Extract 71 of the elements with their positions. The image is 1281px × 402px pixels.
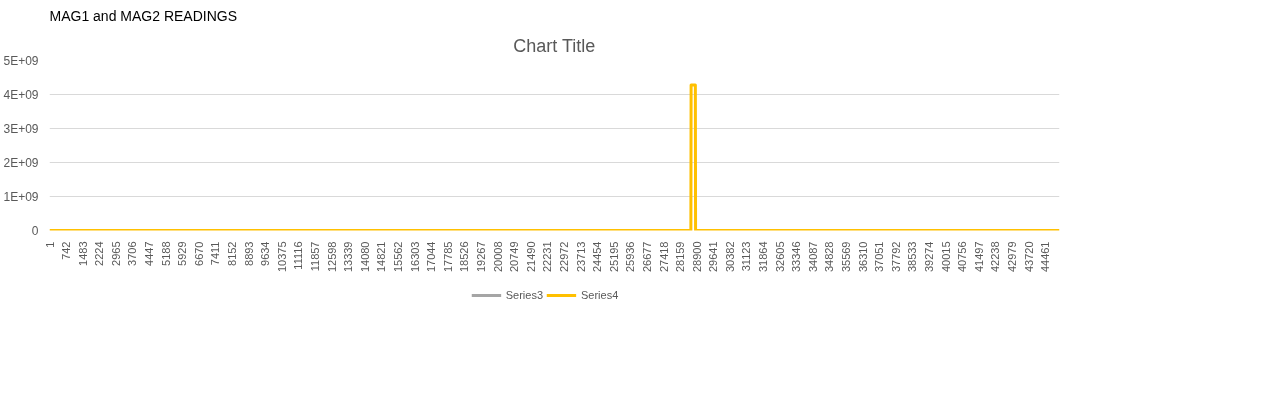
x-tick-label: 25936 [624,241,637,273]
x-tick-label: 6670 [192,241,205,266]
legend-label: Series4 [581,289,619,301]
x-tick-label: 34828 [823,241,836,273]
x-tick-label: 42979 [1006,241,1018,273]
x-tick-label: 28900 [690,241,703,273]
x-tick-label: 37051 [873,241,886,273]
legend-label: Series3 [505,289,543,301]
x-tick-label: 35569 [840,241,853,273]
x-tick-label: 44461 [1039,241,1052,273]
x-tick-label: 15562 [391,241,404,273]
x-tick-label: 34087 [806,241,819,273]
x-tick-label: 22972 [557,241,570,273]
x-tick-label: 22231 [541,241,554,273]
x-tick-label: 43720 [1022,241,1035,273]
y-tick-label: 4E+09 [3,87,39,102]
x-tick-label: 36310 [856,241,869,273]
x-tick-label: 40756 [956,241,969,273]
x-tick-label: 30382 [723,241,736,273]
x-tick-label: 26677 [640,241,653,273]
x-tick-label: 20008 [491,241,504,273]
x-tick-label: 8152 [226,241,239,266]
x-tick-label: 31864 [757,241,770,273]
x-tick-label: 21490 [524,241,537,273]
x-tick-label: 11116 [292,241,305,270]
x-tick-label: 3706 [126,241,139,266]
y-tick-label: 2E+09 [3,155,39,170]
x-tick-label: 16303 [408,241,421,273]
x-tick-label: 13339 [342,241,355,273]
x-tick-label: 17785 [441,241,454,273]
y-tick-label: 1E+09 [3,189,39,204]
x-tick-label: 2224 [93,241,106,266]
x-tick-label: 25195 [607,241,620,273]
chart-subtitle: Chart Title [513,35,596,56]
x-tick-label: 32605 [773,241,786,273]
x-tick-label: 38533 [906,241,919,273]
x-tick-label: 39274 [923,241,936,273]
x-tick-label: 18526 [458,241,471,273]
x-tick-label: 7411 [209,241,222,266]
x-tick-label: 14821 [375,241,388,273]
y-tick-label: 5E+09 [3,53,39,68]
x-tick-label: 20749 [508,241,521,273]
x-tick-label: 24454 [591,241,604,273]
x-tick-label: 33346 [790,241,803,273]
x-tick-label: 12598 [325,241,338,273]
x-tick-label: 27418 [657,241,670,273]
x-tick-label: 4447 [143,241,156,266]
x-tick-label: 1 [43,241,56,248]
x-tick-label: 1483 [76,241,89,266]
x-tick-label: 31123 [740,241,753,272]
x-tick-label: 14080 [358,241,371,273]
x-tick-label: 11857 [309,241,322,272]
x-tick-label: 19267 [474,241,487,273]
x-tick-label: 28159 [674,241,687,273]
y-tick-label: 3E+09 [3,121,39,136]
x-tick-label: 23713 [574,241,587,273]
x-tick-label: 17044 [425,241,438,273]
x-tick-label: 2965 [109,241,122,266]
x-tick-label: 41497 [972,241,985,273]
x-tick-label: 40015 [939,241,952,273]
x-tick-label: 9634 [259,241,272,266]
x-tick-label: 42238 [989,241,1002,273]
x-tick-label: 5188 [159,241,172,266]
x-tick-label: 37792 [889,241,902,273]
chart-title: MAG1 and MAG2 READINGS [49,7,238,24]
x-tick-label: 742 [60,241,73,260]
x-tick-label: 29641 [707,241,720,273]
x-tick-label: 5929 [176,241,189,266]
y-tick-label: 0 [31,223,39,238]
x-tick-label: 10375 [275,241,288,273]
x-tick-label: 8893 [242,241,255,266]
